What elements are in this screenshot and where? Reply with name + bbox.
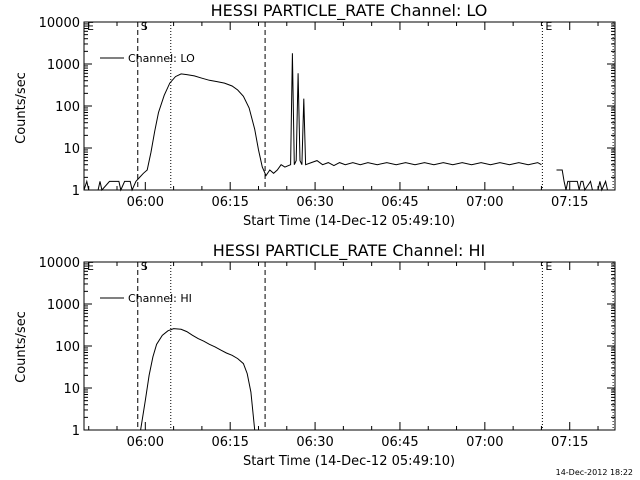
y-tick-label: 100 — [55, 100, 80, 115]
timestamp-stamp: 14-Dec-2012 18:22 — [556, 468, 633, 477]
y-tick-label: 10000 — [39, 16, 80, 31]
series-line — [140, 328, 256, 431]
x-tick-label: 06:45 — [381, 435, 418, 450]
y-tick-label: 1000 — [47, 58, 80, 73]
plot-frame — [83, 261, 616, 431]
y-tick-label: 1 — [72, 424, 80, 439]
legend-label: Channel: HI — [128, 292, 192, 305]
hi-channel-panel: HESSI PARTICLE_RATE Channel: HI Counts/s… — [14, 241, 616, 469]
x-axis-label: Start Time (14-Dec-12 05:49:10) — [243, 214, 455, 229]
event-marker-label: S — [141, 20, 148, 33]
x-tick-label: 07:00 — [466, 195, 503, 210]
legend-label: Channel: LO — [128, 52, 195, 65]
x-tick-label: 07:00 — [466, 435, 503, 450]
x-tick-label: 07:15 — [551, 435, 588, 450]
y-tick-label: 10 — [63, 382, 80, 397]
x-tick-label: 06:00 — [127, 195, 164, 210]
y-axis-label: Counts/sec — [14, 311, 29, 383]
chart-title: HESSI PARTICLE_RATE Channel: LO — [211, 1, 488, 21]
series-line — [556, 169, 614, 192]
x-tick-label: 06:30 — [296, 435, 333, 450]
x-tick-label: 06:45 — [381, 195, 418, 210]
series-line — [83, 53, 542, 192]
y-tick-label: 1000 — [47, 298, 80, 313]
y-tick-label: 1 — [72, 184, 80, 199]
y-tick-label: 100 — [55, 340, 80, 355]
y-axis-label: Counts/sec — [14, 72, 29, 144]
y-tick-label: 10 — [63, 142, 80, 157]
event-marker-label: E — [87, 260, 94, 273]
event-marker-label: S — [141, 260, 148, 273]
x-tick-label: 07:15 — [551, 195, 588, 210]
chart-title: HESSI PARTICLE_RATE Channel: HI — [213, 241, 486, 261]
event-marker-label: E — [87, 20, 94, 33]
plot-frame — [83, 21, 616, 191]
x-axis-label: Start Time (14-Dec-12 05:49:10) — [243, 454, 455, 469]
y-tick-label: 10000 — [39, 256, 80, 271]
event-marker-label: E — [545, 20, 552, 33]
x-tick-label: 06:30 — [296, 195, 333, 210]
lo-channel-panel: HESSI PARTICLE_RATE Channel: LO Counts/s… — [14, 1, 616, 229]
x-tick-label: 06:15 — [211, 435, 248, 450]
event-marker-label: E — [545, 260, 552, 273]
x-tick-label: 06:00 — [127, 435, 164, 450]
x-tick-label: 06:15 — [211, 195, 248, 210]
